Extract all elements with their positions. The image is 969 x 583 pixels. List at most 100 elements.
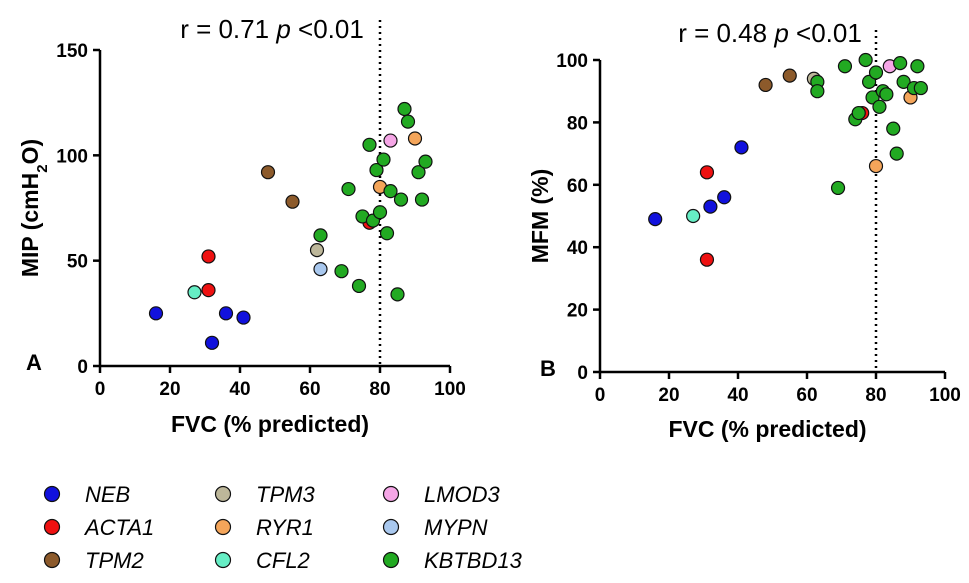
legend-marker-lmod3 bbox=[382, 485, 400, 503]
x-tick-label: 20 bbox=[658, 385, 679, 406]
data-point-kbtbd13 bbox=[865, 90, 880, 105]
data-point-acta1 bbox=[201, 249, 216, 264]
data-point-kbtbd13 bbox=[369, 162, 384, 178]
data-point-kbtbd13 bbox=[379, 226, 395, 241]
data-point-kbtbd13 bbox=[830, 180, 846, 196]
data-point-kbtbd13 bbox=[390, 287, 405, 302]
x-tick-label: 60 bbox=[299, 379, 320, 400]
data-point-neb bbox=[648, 212, 663, 227]
data-point-tpm2 bbox=[285, 194, 300, 209]
panel-letter: A bbox=[26, 350, 42, 375]
x-tick-label: 100 bbox=[929, 385, 961, 406]
legend-label-kbtbd13: KBTBD13 bbox=[424, 548, 523, 573]
data-point-acta1 bbox=[201, 283, 216, 298]
data-point-kbtbd13 bbox=[879, 87, 894, 102]
data-point-acta1 bbox=[699, 252, 715, 267]
data-point-tpm2 bbox=[758, 77, 773, 93]
data-point-kbtbd13 bbox=[362, 137, 377, 152]
data-point-kbtbd13 bbox=[372, 205, 388, 220]
data-point-neb bbox=[734, 140, 749, 155]
legend-label-ryr1: RYR1 bbox=[256, 515, 314, 540]
data-point-kbtbd13 bbox=[397, 101, 412, 117]
data-point-kbtbd13 bbox=[334, 264, 349, 279]
data-point-neb bbox=[204, 335, 220, 350]
x-tick-label: 20 bbox=[159, 379, 180, 400]
y-tick-label: 60 bbox=[567, 176, 588, 197]
legend: NEB ACTA1 TPM2 TPM3 RYR1 CFL2 LMOD3 MYPN KBTBD13 bbox=[43, 482, 523, 573]
data-point-kbtbd13 bbox=[313, 228, 328, 243]
y-axis-label: MIP (cmH2O) bbox=[17, 139, 51, 277]
y-tick-label: 0 bbox=[577, 363, 588, 384]
chart-title: r = 0.48 p <0.01 bbox=[678, 18, 862, 48]
y-tick-label: 0 bbox=[77, 357, 88, 378]
data-point-cfl2 bbox=[187, 285, 202, 300]
x-axis-label: FVC (% predicted) bbox=[668, 416, 866, 442]
y-tick-label: 100 bbox=[556, 51, 588, 72]
data-point-mypn bbox=[313, 261, 328, 277]
y-tick-label: 20 bbox=[567, 301, 588, 322]
data-point-kbtbd13 bbox=[351, 278, 367, 294]
data-point-neb bbox=[236, 310, 251, 325]
data-point-cfl2 bbox=[686, 208, 701, 224]
data-point-kbtbd13 bbox=[886, 121, 901, 136]
panel-letter: B bbox=[540, 356, 556, 381]
data-point-neb bbox=[703, 199, 718, 214]
data-point-kbtbd13 bbox=[810, 84, 825, 99]
data-point-kbtbd13 bbox=[393, 192, 409, 207]
data-point-kbtbd13 bbox=[913, 80, 928, 96]
data-point-neb bbox=[717, 190, 732, 205]
legend-marker-ryr1 bbox=[214, 518, 232, 536]
y-tick-label: 80 bbox=[567, 113, 588, 134]
data-point-kbtbd13 bbox=[376, 152, 391, 167]
panel-b-scatter: r = 0.48 p <0.01 0 20 40 60 80 100 0 20 40 60 80 100… bbox=[527, 18, 961, 442]
data-point-kbtbd13 bbox=[837, 59, 853, 74]
data-point-tpm2 bbox=[782, 68, 797, 83]
data-point-kbtbd13 bbox=[910, 59, 925, 74]
data-point-kbtbd13 bbox=[400, 114, 416, 129]
legend-label-lmod3: LMOD3 bbox=[424, 482, 501, 507]
x-tick-label: 0 bbox=[595, 385, 606, 406]
data-point-acta1 bbox=[699, 165, 715, 180]
panel-a-scatter: r = 0.71 p <0.01 0 20 40 60 80 100 0 50 100 150 FVC… bbox=[17, 14, 466, 437]
data-point-kbtbd13 bbox=[858, 52, 873, 68]
legend-label-tpm3: TPM3 bbox=[256, 482, 315, 507]
data-point-neb bbox=[218, 306, 234, 321]
data-point-lmod3 bbox=[383, 133, 398, 148]
data-point-kbtbd13 bbox=[893, 56, 908, 71]
data-point-kbtbd13 bbox=[411, 165, 426, 180]
x-axis-label: FVC (% predicted) bbox=[171, 411, 369, 437]
legend-label-mypn: MYPN bbox=[424, 515, 488, 540]
y-tick-label: 50 bbox=[67, 252, 88, 273]
data-point-ryr1 bbox=[868, 158, 884, 174]
x-tick-label: 80 bbox=[865, 385, 886, 406]
y-tick-label: 150 bbox=[56, 41, 88, 62]
data-point-ryr1 bbox=[407, 131, 423, 146]
data-point-tpm2 bbox=[260, 165, 276, 180]
legend-marker-tpm2 bbox=[43, 551, 61, 569]
data-point-kbtbd13 bbox=[872, 99, 887, 114]
x-tick-label: 0 bbox=[95, 379, 106, 400]
x-tick-label: 40 bbox=[727, 385, 748, 406]
legend-marker-kbtbd13 bbox=[382, 551, 400, 569]
x-tick-label: 80 bbox=[369, 379, 390, 400]
data-point-kbtbd13 bbox=[889, 146, 904, 161]
data-point-kbtbd13 bbox=[851, 105, 866, 121]
chart-title: r = 0.71 p <0.01 bbox=[180, 14, 364, 44]
data-point-kbtbd13 bbox=[896, 74, 911, 89]
legend-marker-neb bbox=[43, 485, 61, 503]
legend-marker-acta1 bbox=[43, 518, 61, 536]
legend-label-tpm2: TPM2 bbox=[85, 548, 144, 573]
y-axis-label: MFM (%) bbox=[527, 169, 553, 264]
legend-label-acta1: ACTA1 bbox=[83, 515, 154, 540]
x-tick-label: 60 bbox=[796, 385, 817, 406]
legend-marker-tpm3 bbox=[214, 485, 232, 503]
data-point-tpm3 bbox=[309, 243, 325, 258]
legend-marker-mypn bbox=[382, 518, 400, 536]
legend-label-cfl2: CFL2 bbox=[256, 548, 310, 573]
y-tick-label: 100 bbox=[56, 146, 88, 167]
legend-marker-cfl2 bbox=[214, 551, 232, 569]
data-point-neb bbox=[148, 306, 164, 321]
data-point-kbtbd13 bbox=[414, 192, 430, 207]
data-point-kbtbd13 bbox=[341, 181, 356, 197]
